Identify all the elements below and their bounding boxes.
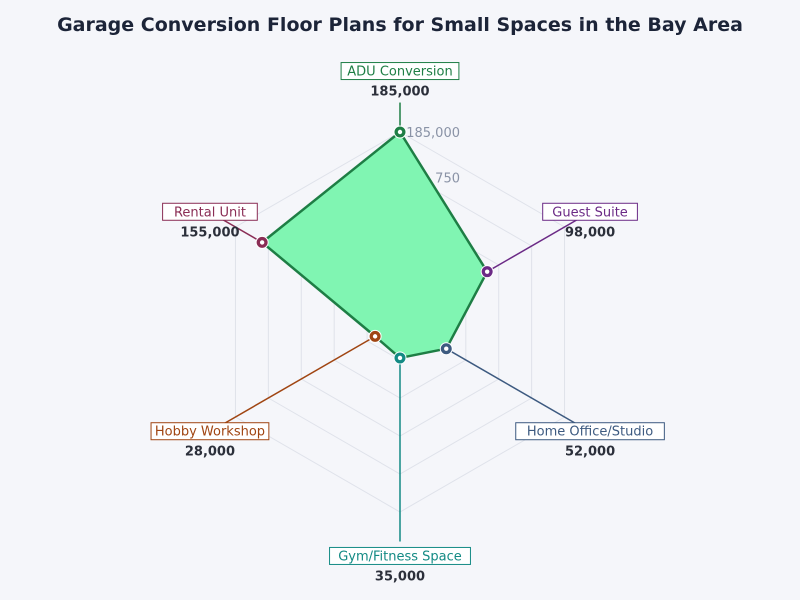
value-label: 35,000 (375, 569, 425, 584)
data-point-center (397, 355, 403, 361)
category-label: Hobby Workshop (155, 425, 265, 440)
category-label-box (340, 62, 460, 81)
leader-line (486, 211, 591, 273)
category-label: Rental Unit (174, 205, 246, 220)
axis-tick-label: 750 (435, 172, 460, 187)
value-label: 52,000 (565, 445, 615, 460)
category-label: Home Office/Studio (527, 425, 653, 440)
category-label-box (329, 546, 471, 565)
data-point-center (397, 129, 403, 135)
data-point-center (259, 240, 265, 245)
category-label: Guest Suite (552, 205, 628, 220)
data-point-center (484, 269, 490, 274)
data-point-center (372, 334, 378, 339)
category-label: Gym/Fitness Space (338, 549, 462, 564)
category-label: ADU Conversion (347, 65, 452, 80)
category-label-box (162, 202, 258, 221)
axis-tick-label: 185,000 (406, 126, 460, 141)
leader-line (445, 348, 591, 433)
category-label-box (150, 422, 270, 441)
value-label: 28,000 (185, 445, 235, 460)
value-label: 155,000 (180, 225, 239, 240)
category-label-box (542, 202, 638, 221)
leader-line (209, 335, 376, 433)
data-point-center (444, 346, 449, 351)
value-label: 98,000 (565, 225, 615, 240)
value-label: 185,000 (370, 85, 429, 100)
chart-title: Garage Conversion Floor Plans for Small … (57, 14, 743, 36)
category-label-box (515, 422, 665, 441)
data-area (260, 130, 489, 360)
